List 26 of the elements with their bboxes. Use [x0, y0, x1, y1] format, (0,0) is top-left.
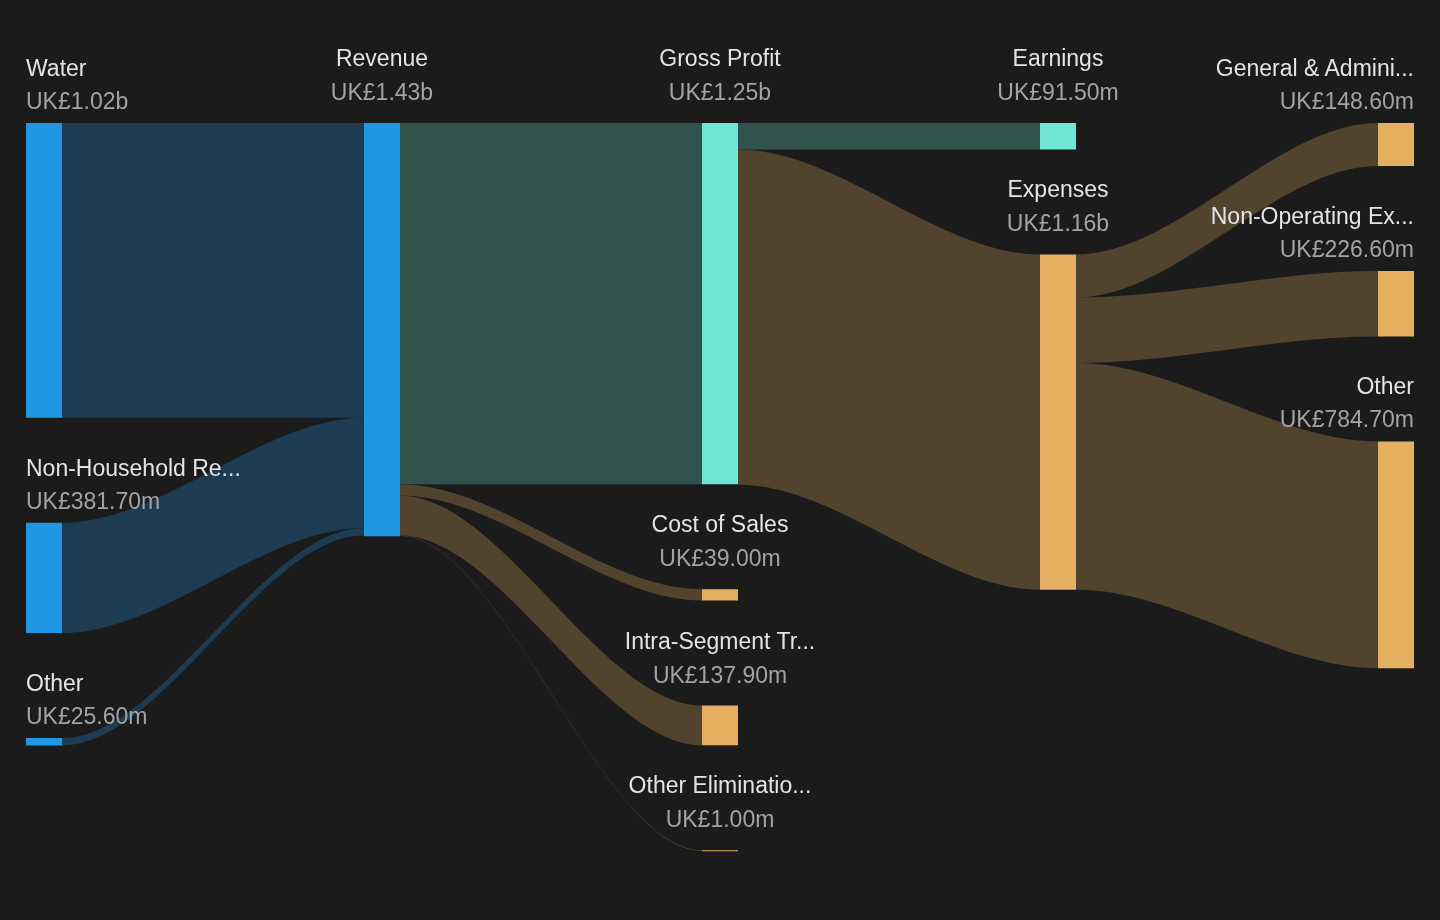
category-label: Non-Household Re...	[26, 454, 241, 481]
data-label: UK£1.43b	[330, 79, 434, 105]
category-label: Intra-Segment Tr...	[624, 627, 816, 654]
category-label: Water	[26, 55, 87, 81]
data-label: UK£1.25b	[668, 79, 772, 105]
category-label: Non-Operating Ex...	[1210, 202, 1414, 229]
data-label: UK£381.70m	[26, 487, 161, 514]
category-label: Other	[26, 670, 84, 697]
data-label: UK£137.90m	[652, 661, 788, 688]
data-label: UK£91.50m	[997, 79, 1119, 105]
category-label: Other	[1356, 373, 1415, 400]
category-label: Expenses	[1007, 176, 1109, 203]
data-label: UK£25.60m	[26, 703, 148, 730]
data-label: UK£1.16b	[1006, 210, 1110, 237]
data-label: UK£148.60m	[1279, 88, 1414, 114]
data-label: UK£39.00m	[659, 545, 781, 572]
data-label: UK£226.60m	[1279, 235, 1414, 262]
category-label: Earnings	[1012, 45, 1104, 71]
category-label: Cost of Sales	[651, 511, 789, 538]
category-label: Revenue	[335, 45, 429, 71]
category-label: Gross Profit	[659, 45, 782, 71]
data-label: UK£784.70m	[1279, 406, 1414, 433]
data-label: UK£1.00m	[665, 806, 775, 833]
category-label: General & Admini...	[1215, 55, 1414, 81]
category-label: Other Eliminatio...	[628, 772, 812, 799]
data-label: UK£1.02b	[26, 88, 129, 114]
